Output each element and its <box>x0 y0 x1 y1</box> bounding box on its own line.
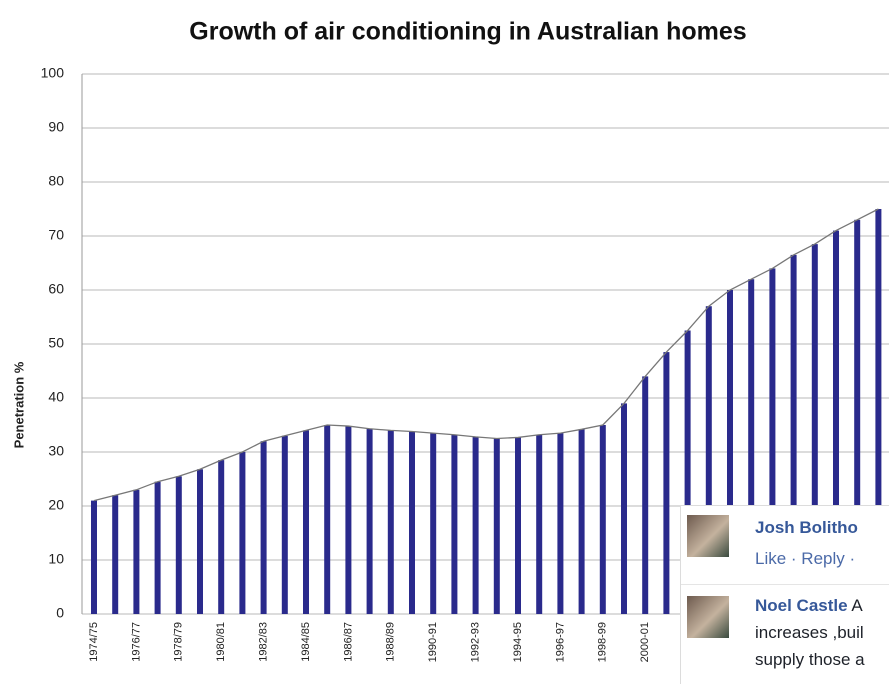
bar <box>197 469 203 614</box>
bar <box>260 441 267 614</box>
bar <box>175 476 182 614</box>
x-tick-label: 2000-01 <box>639 622 651 662</box>
comment-text: increases ,buil <box>755 623 864 642</box>
chart-title: Growth of air conditioning in Australian… <box>189 18 746 46</box>
x-tick-label: 1994-95 <box>512 622 524 662</box>
bar <box>727 290 733 614</box>
bar <box>430 433 437 614</box>
bar <box>854 219 861 615</box>
y-tick-label: 30 <box>48 443 64 459</box>
bar <box>705 306 712 614</box>
y-tick-label: 90 <box>48 119 64 135</box>
comment-text: A <box>851 596 863 615</box>
comment-panel: Josh Bolitho Like · Reply · Noel Castle … <box>680 505 889 684</box>
comment: Noel Castle A increases ,buil supply tho… <box>681 585 889 684</box>
bar <box>493 438 500 614</box>
y-axis-label: Penetration % <box>11 361 26 448</box>
bar <box>833 230 839 614</box>
bar <box>536 434 543 614</box>
bar <box>663 352 670 614</box>
bar <box>578 429 585 614</box>
bar <box>409 431 415 614</box>
bar <box>684 330 691 614</box>
bar <box>515 437 521 614</box>
x-tick-label: 1998-99 <box>597 622 609 662</box>
x-tick-label: 1988/89 <box>385 622 397 662</box>
comment-text: supply those a <box>755 650 865 669</box>
y-tick-label: 40 <box>48 389 64 405</box>
bar <box>748 279 755 614</box>
bar <box>811 244 818 614</box>
bar <box>345 426 352 614</box>
bar <box>91 500 97 614</box>
x-tick-label: 1986/87 <box>342 622 354 662</box>
bar <box>303 430 309 614</box>
trend-line <box>93 208 879 502</box>
y-tick-label: 80 <box>48 173 64 189</box>
avatar[interactable] <box>687 596 729 638</box>
y-tick-label: 100 <box>41 65 65 81</box>
y-tick-label: 10 <box>48 551 64 567</box>
bar <box>790 254 797 614</box>
comment-actions[interactable]: Like · Reply · <box>755 549 856 568</box>
x-tick-label: 1984/85 <box>300 622 312 662</box>
x-tick-label: 1996-97 <box>554 622 566 662</box>
x-tick-label: 1976/77 <box>130 622 142 662</box>
bar <box>769 268 776 614</box>
bar <box>324 425 331 614</box>
bar <box>239 452 246 614</box>
bar <box>281 435 288 614</box>
bar <box>599 425 606 614</box>
comment-author[interactable]: Noel Castle <box>755 596 848 615</box>
bar <box>112 495 119 614</box>
comment-head: Noel Castle A <box>755 596 863 616</box>
x-tick-label: 1982/83 <box>258 622 270 662</box>
bar <box>472 436 479 614</box>
bar <box>154 481 161 614</box>
y-tick-label: 20 <box>48 497 64 513</box>
avatar[interactable] <box>687 515 729 557</box>
bar <box>387 430 394 614</box>
y-tick-label: 70 <box>48 227 64 243</box>
bar <box>451 434 458 614</box>
y-tick-label: 50 <box>48 335 64 351</box>
x-tick-label: 1990-91 <box>427 622 439 662</box>
bar <box>875 209 882 614</box>
bar <box>366 428 373 614</box>
x-tick-label: 1978/79 <box>173 622 185 662</box>
bar <box>642 376 649 614</box>
bar <box>621 403 627 614</box>
y-tick-label: 0 <box>56 605 64 621</box>
bar <box>218 460 225 614</box>
comment-author[interactable]: Josh Bolitho <box>755 518 858 537</box>
x-tick-label: 1992-93 <box>470 622 482 662</box>
y-tick-label: 60 <box>48 281 64 297</box>
bar <box>557 433 564 614</box>
x-tick-label: 1980/81 <box>215 622 227 662</box>
comment: Josh Bolitho Like · Reply · <box>681 506 889 585</box>
bar <box>133 489 140 614</box>
x-tick-label: 1974/75 <box>88 622 100 662</box>
